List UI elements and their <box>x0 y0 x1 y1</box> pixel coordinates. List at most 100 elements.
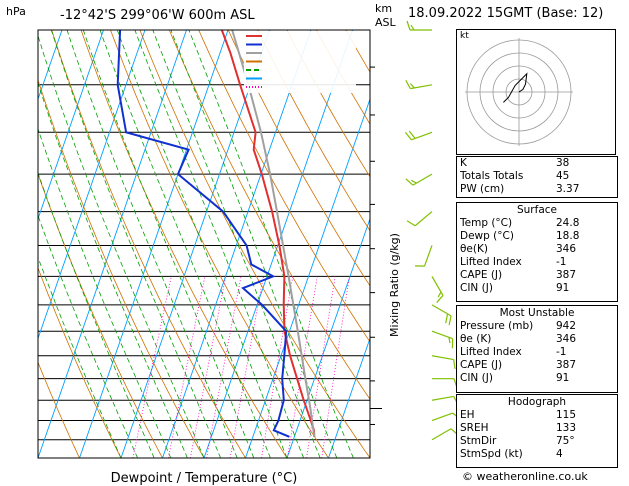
hodograph-panel: kt <box>456 29 616 155</box>
mixing-ratio-line <box>206 276 242 458</box>
wind-barb-flag <box>453 359 456 370</box>
legend-background <box>244 31 356 93</box>
dry-adiabat-line <box>257 30 370 232</box>
mixing-ratio-line <box>321 276 350 458</box>
dewpoint-line <box>116 30 290 438</box>
isotherm-line <box>120 30 270 458</box>
index-value: 346 <box>556 243 577 255</box>
mixing-ratio-line <box>287 276 318 458</box>
hodograph-title: Hodograph <box>507 396 567 408</box>
index-label: Lifted Index <box>460 346 522 358</box>
wind-barb <box>411 131 433 141</box>
wind-barb-flag <box>448 337 451 344</box>
wind-barb <box>431 412 453 422</box>
most-unstable-panel: Most Unstable Pressure (mb) 942 θe (K) 346 L… <box>456 305 618 393</box>
hodograph-kt-label: kt <box>460 31 469 41</box>
index-label: PW (cm) <box>460 183 505 195</box>
index-value: 3.37 <box>556 183 580 195</box>
wind-barb <box>431 395 454 401</box>
index-row: Temp (°C) 24.8 <box>457 217 617 230</box>
mixing-ratio-line <box>306 276 336 458</box>
wind-barb-flag <box>406 20 411 31</box>
index-label: K <box>460 157 467 169</box>
wind-barb-flag <box>408 130 416 139</box>
index-row: K 38 <box>457 157 617 170</box>
surface-title: Surface <box>516 204 557 216</box>
wind-barb <box>431 428 452 441</box>
mixing-ratio-line <box>261 276 294 458</box>
location-title: -12°42'S 299°06'W 600m ASL <box>60 8 255 23</box>
index-value: 75° <box>556 435 575 447</box>
index-label: EH <box>460 409 475 421</box>
wind-barb <box>431 304 452 317</box>
index-label: CIN (J) <box>460 282 493 294</box>
index-value: 115 <box>556 409 577 421</box>
hodograph-trace <box>503 72 528 103</box>
wet-adiabat-line <box>38 81 188 458</box>
mixing-ratio-line <box>229 276 264 458</box>
km-label: km <box>375 2 392 15</box>
isotherm-line <box>79 30 229 458</box>
wind-barb-flag <box>448 315 452 326</box>
datetime-title: 18.09.2022 15GMT (Base: 12) <box>408 6 604 21</box>
most-unstable-title: Most Unstable <box>499 307 575 319</box>
dry-adiabat-line <box>227 30 370 287</box>
dry-adiabat-line <box>38 78 205 458</box>
wet-adiabat-line <box>38 256 122 458</box>
copyright: © weatheronline.co.uk <box>462 470 588 483</box>
index-row: CAPE (J) 387 <box>457 269 617 282</box>
index-row: Pressure (mb) 942 <box>457 320 617 333</box>
isotherm-line <box>38 30 104 221</box>
dry-adiabat-line <box>286 30 370 178</box>
x-axis-title: Dewpoint / Temperature (°C) <box>111 471 298 486</box>
index-label: SREH <box>460 422 489 434</box>
wet-adiabat-line <box>82 30 255 458</box>
index-value: -1 <box>556 346 567 358</box>
wet-adiabat-line <box>170 30 338 458</box>
mixing-ratio-line <box>190 276 227 458</box>
index-label: θe (K) <box>460 333 492 345</box>
surface-panel: Surface Temp (°C) 24.8 Dewp (°C) 18.8 θe(K) 3… <box>456 202 618 302</box>
wind-barb-flag <box>410 24 415 31</box>
index-label: Dewp (°C) <box>460 230 514 242</box>
wind-barb <box>431 355 454 361</box>
dry-adiabat-line <box>38 172 163 458</box>
parcel-trajectory-line <box>231 30 316 437</box>
wet-adiabat-line <box>38 34 205 458</box>
index-row: SREH 133 <box>457 422 617 435</box>
index-label: CIN (J) <box>460 372 493 384</box>
isotherm-line <box>162 30 312 458</box>
mixing-ratio-line <box>132 276 172 458</box>
dry-adiabat-line <box>38 361 80 458</box>
index-value: 91 <box>556 372 570 384</box>
index-value: -1 <box>556 256 567 268</box>
plot-frame <box>37 29 371 459</box>
wind-barb-flag <box>406 220 416 227</box>
hodograph-indices-panel: Hodograph EH 115 SREH 133 StmDir 75° StmSpd (k… <box>456 394 618 468</box>
dry-adiabat-line <box>51 30 246 458</box>
y-axis-title-right: Mixing Ratio (g/kg) <box>388 233 401 337</box>
wind-barb <box>431 330 453 340</box>
index-label: Lifted Index <box>460 256 522 268</box>
index-row: θe (K) 346 <box>457 333 617 346</box>
index-row: Lifted Index -1 <box>457 256 617 269</box>
isotherm-line <box>38 30 63 101</box>
wind-barb-flag <box>436 295 444 303</box>
index-label: θe(K) <box>460 243 488 255</box>
index-row: CAPE (J) 387 <box>457 359 617 372</box>
wind-barb-flag <box>411 179 417 184</box>
index-value: 24.8 <box>556 217 580 229</box>
wet-adiabat-line <box>188 30 354 458</box>
dry-adiabat-line <box>139 30 370 458</box>
wind-barb <box>423 245 433 267</box>
index-value: 387 <box>556 269 577 281</box>
index-value: 942 <box>556 320 577 332</box>
index-value: 18.8 <box>556 230 580 242</box>
wind-barb <box>414 211 433 227</box>
index-row: StmDir 75° <box>457 435 617 448</box>
index-label: Temp (°C) <box>460 217 513 229</box>
index-row: CIN (J) 91 <box>457 372 617 385</box>
index-row: StmSpd (kt) 4 <box>457 448 617 461</box>
index-row: Lifted Index -1 <box>457 346 617 359</box>
